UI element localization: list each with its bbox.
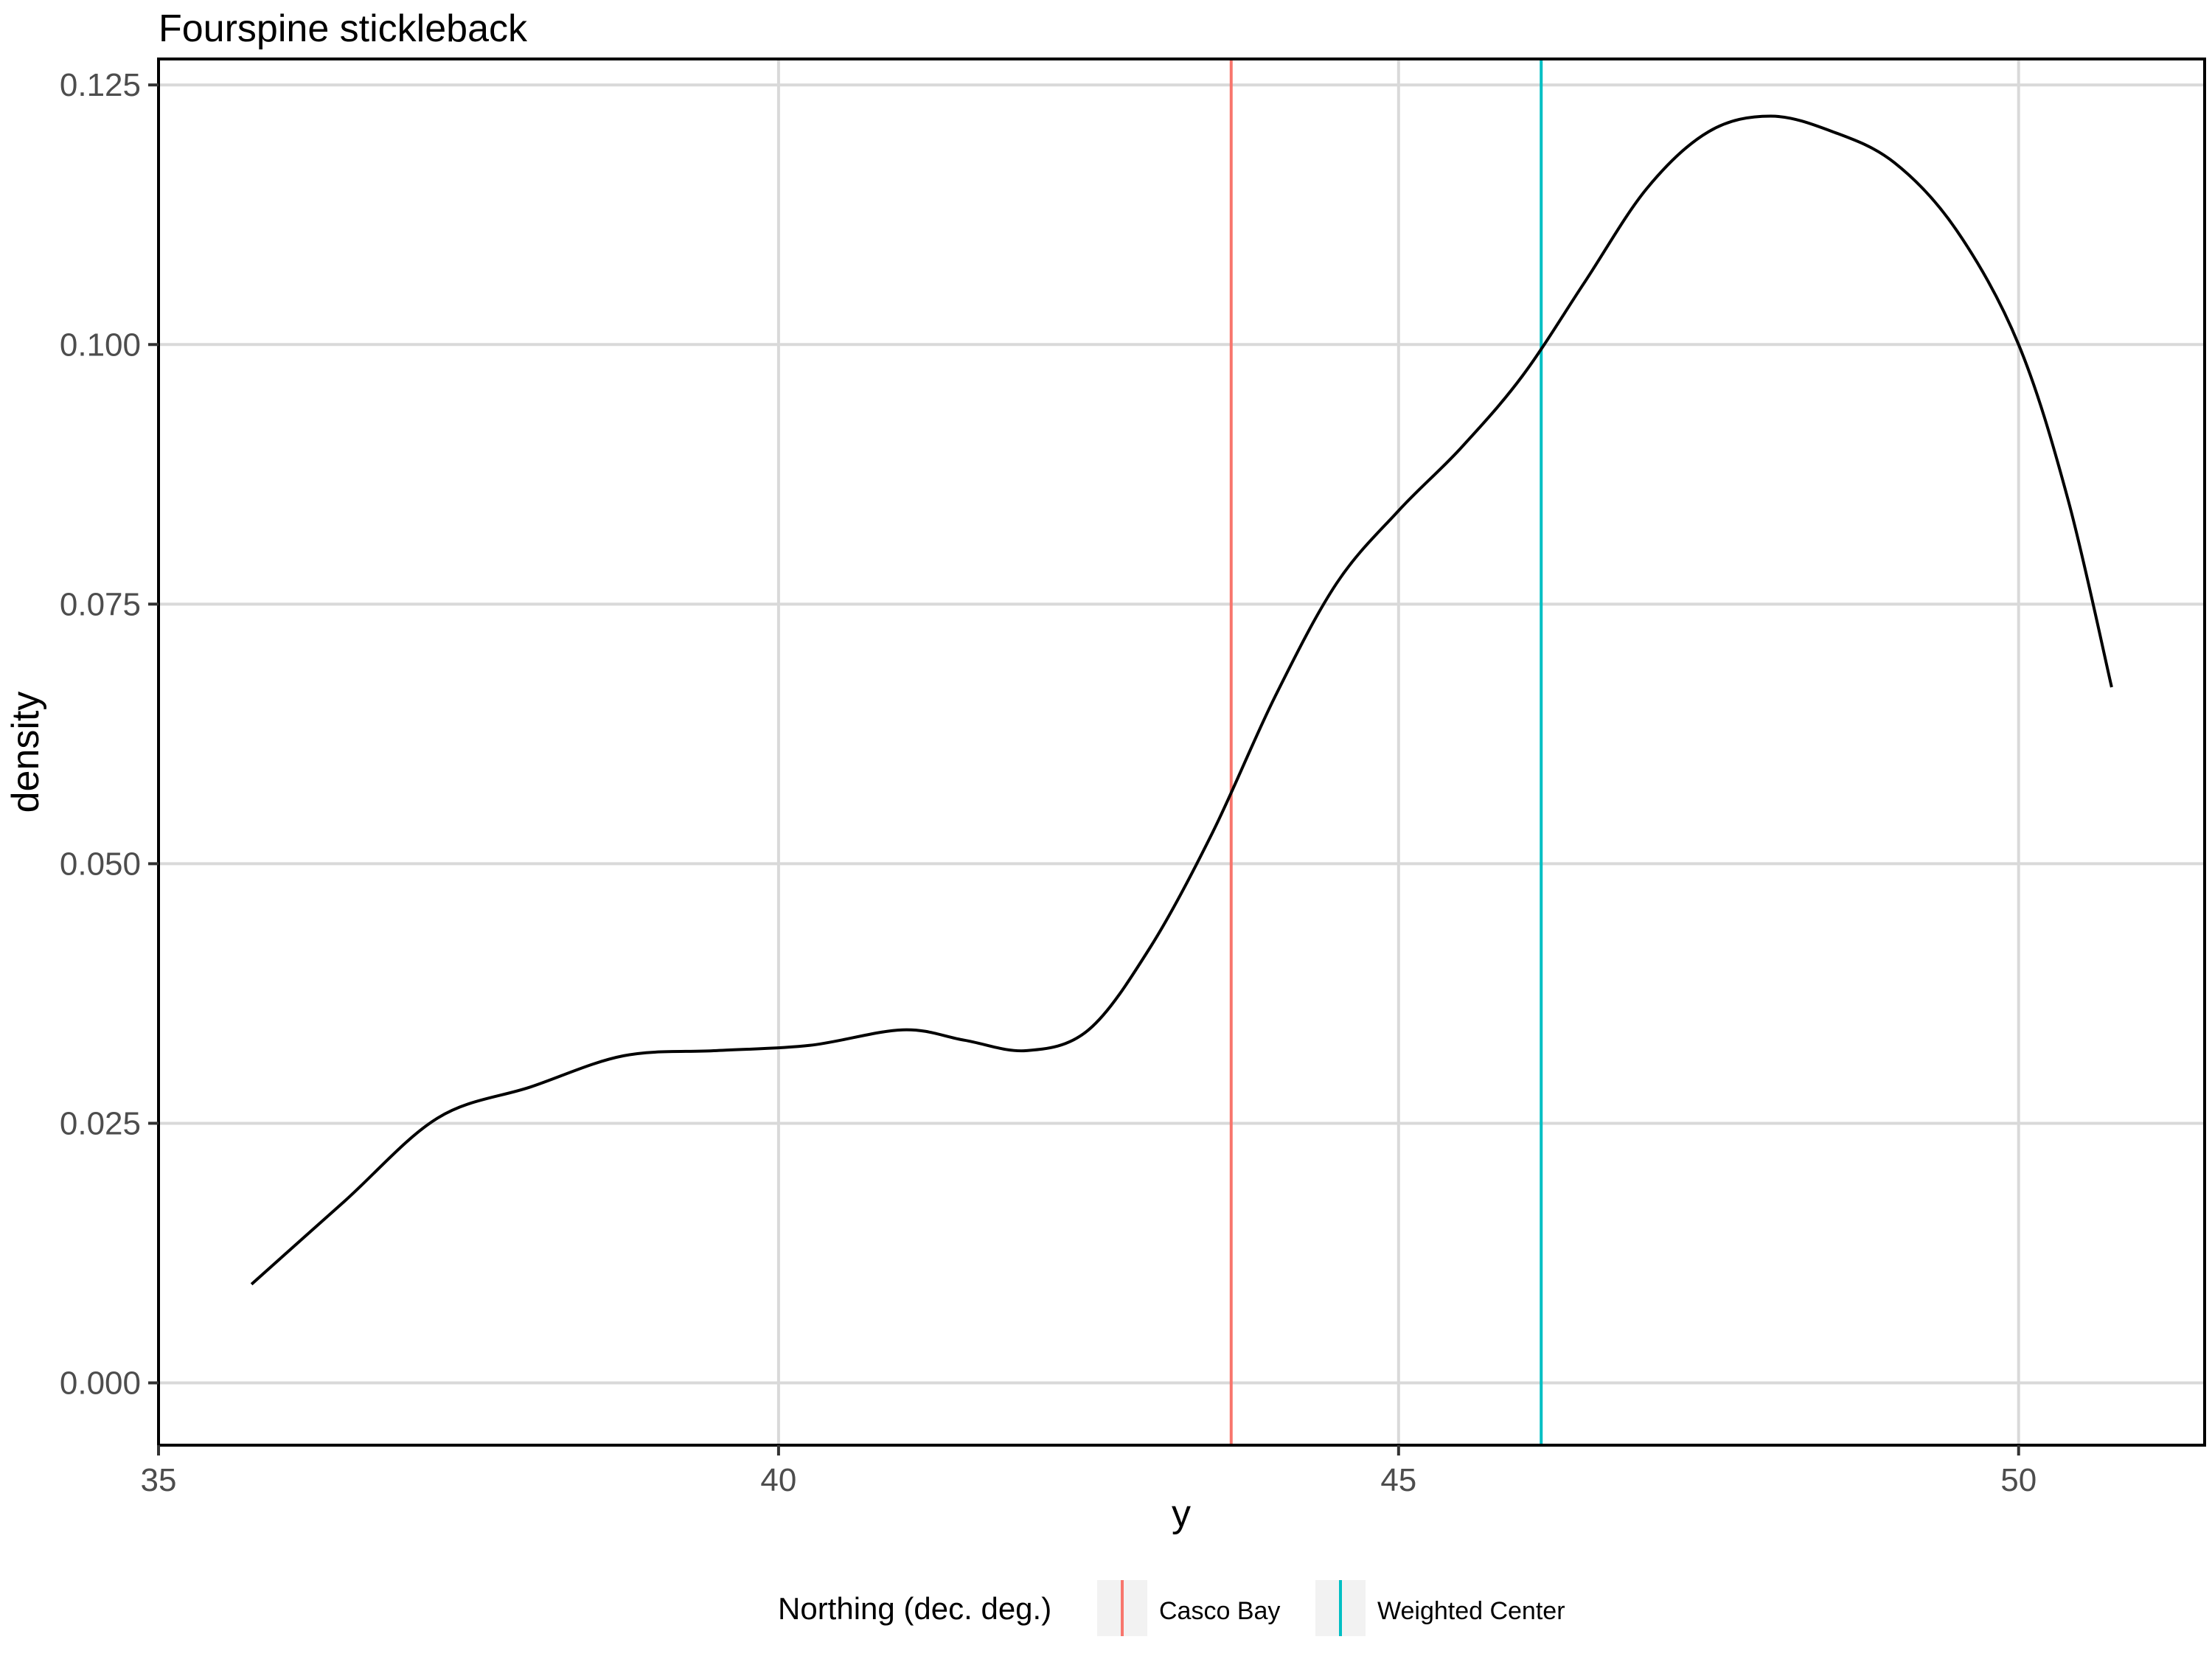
y-axis: 0.000 0.025 0.050 0.075 0.100 0.125 — [60, 67, 159, 1402]
y-tick-label: 0.000 — [60, 1366, 141, 1402]
legend-entries: Casco Bay Weighted Center — [1097, 1580, 1565, 1636]
x-tick-label: 45 — [1380, 1462, 1416, 1498]
x-axis-label: y — [1172, 1492, 1191, 1535]
chart-title: Fourspine stickleback — [159, 7, 528, 50]
x-axis: 35 40 45 50 — [141, 1445, 2037, 1498]
y-tick-label: 0.100 — [60, 327, 141, 363]
plot-panel-border — [157, 58, 2206, 1447]
legend-label: Weighted Center — [1377, 1597, 1565, 1625]
y-tick-label: 0.075 — [60, 586, 141, 622]
reference-lines — [1229, 59, 1543, 1445]
density-curve — [250, 114, 2113, 1286]
y-tick-label: 0.050 — [60, 846, 141, 882]
y-axis-label: density — [4, 692, 47, 813]
x-tick-label: 35 — [141, 1462, 177, 1498]
legend-label: Casco Bay — [1159, 1597, 1280, 1625]
density-curve-layer — [250, 114, 2113, 1286]
x-tick-label: 40 — [760, 1462, 796, 1498]
grid-lines — [157, 59, 2205, 1445]
y-tick-label: 0.125 — [60, 67, 141, 103]
legend: Northing (dec. deg.) Casco Bay Weighted C… — [778, 1580, 1565, 1636]
x-tick-label: 50 — [2000, 1462, 2037, 1498]
y-tick-label: 0.025 — [60, 1105, 141, 1141]
legend-title: Northing (dec. deg.) — [778, 1591, 1051, 1626]
